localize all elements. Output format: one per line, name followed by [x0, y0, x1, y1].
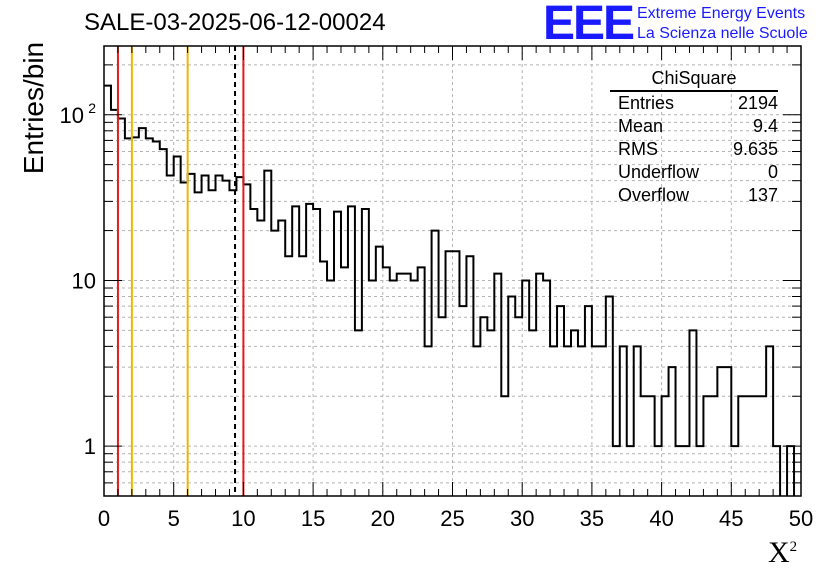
stats-value: 2194: [737, 93, 778, 113]
y-axis-label: Entries/bin: [18, 41, 49, 175]
stats-value: 9.4: [752, 116, 778, 136]
x-tick-label: 45: [719, 506, 743, 531]
eee-logo: EEE: [543, 0, 635, 50]
brand-line-1: Extreme Energy Events: [637, 5, 806, 22]
stats-value: 137: [747, 185, 778, 205]
x-tick-label: 25: [440, 506, 464, 531]
x-tick-label: 10: [231, 506, 255, 531]
histogram-bars: [104, 84, 796, 496]
stats-row-underflow: Underflow 0: [610, 161, 778, 184]
stats-label: RMS: [618, 139, 658, 159]
y-tick-label: 10: [72, 268, 96, 293]
stats-rows: Entries 2194 Mean 9.4 RMS 9.635 Underflow 0 Over…: [610, 92, 778, 207]
stats-title: ChiSquare: [610, 66, 778, 92]
x-tick-label: 35: [580, 506, 604, 531]
x-axis-label-text: X2: [768, 536, 798, 569]
stats-row-entries: Entries 2194: [610, 92, 778, 115]
stats-label: Entries: [618, 93, 675, 113]
stats-label: Overflow: [618, 185, 690, 205]
stats-box: ChiSquare Entries 2194 Mean 9.4 RMS 9.635 Unde…: [610, 66, 778, 207]
stats-value: 9.635: [732, 139, 778, 159]
y-tick-label: 10: [60, 103, 84, 128]
stats-row-mean: Mean 9.4: [610, 115, 778, 138]
stats-label: Underflow: [618, 162, 700, 182]
plot-title: SALE-03-2025-06-12-00024: [84, 9, 386, 36]
y-tick-label: 1: [84, 434, 96, 459]
stats-label: Mean: [618, 116, 664, 136]
x-tick-label: 30: [510, 506, 534, 531]
stats-row-overflow: Overflow 137: [610, 184, 778, 207]
x-tick-label: 50: [789, 506, 813, 531]
x-tick-label: 5: [168, 506, 180, 531]
histogram-outline: [104, 84, 796, 496]
stats-value: 0: [767, 162, 778, 182]
x-tick-label: 15: [301, 506, 325, 531]
x-tick-label: 0: [98, 506, 110, 531]
stats-row-rms: RMS 9.635: [610, 138, 778, 161]
y-tick-label-exponent: 2: [88, 100, 96, 116]
reference-lines: [116, 46, 245, 496]
x-tick-label: 20: [371, 506, 395, 531]
brand-line-2: La Scienza nelle Scuole: [637, 25, 808, 42]
grid-lines: [104, 46, 801, 496]
x-axis-label: X2: [768, 536, 797, 570]
x-tick-label: 40: [649, 506, 673, 531]
